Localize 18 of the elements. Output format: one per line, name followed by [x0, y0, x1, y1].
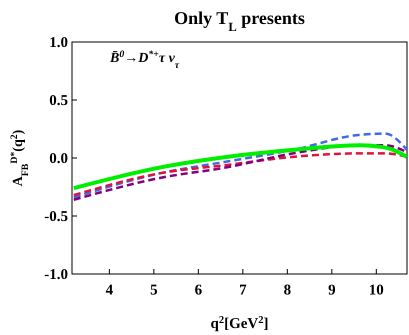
y-tick-label: 1.0 [49, 34, 68, 51]
y-tick-label: 0.5 [49, 92, 68, 109]
y-tick-label: -0.5 [44, 208, 68, 225]
x-tick-label: 10 [368, 282, 384, 299]
x-axis-title: q$^{2}$[GeV$^{2}$] [210, 314, 268, 332]
x-tick-label: 5 [150, 282, 158, 299]
line-series [72, 144, 407, 202]
y-tick-label: 0.0 [49, 150, 68, 167]
x-tick-label: 7 [239, 282, 248, 299]
annotation: B̄$^{0}$→D$^{*+}$τ ν$_{τ}$ [109, 48, 180, 70]
y-tick-label: -1.0 [44, 266, 68, 283]
line-series [72, 132, 407, 199]
x-tick-label: 4 [106, 282, 114, 299]
x-tick-label: 9 [328, 282, 336, 299]
x-tick-label: 8 [284, 282, 292, 299]
line-series [72, 143, 407, 190]
x-tick-label: 6 [194, 282, 203, 299]
chart-title: Only T$_{L}$ presents [174, 8, 305, 34]
